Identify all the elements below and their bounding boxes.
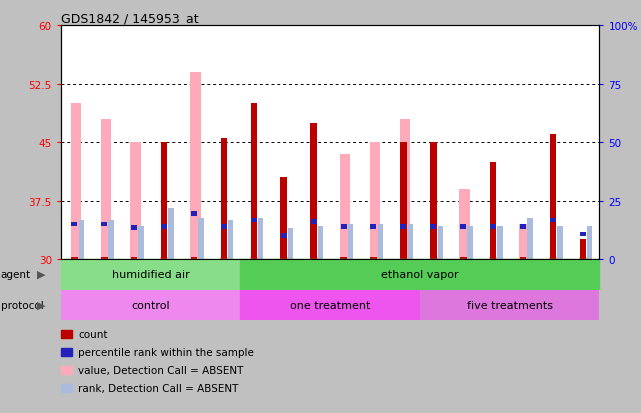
Bar — [258, 219, 263, 259]
Bar — [370, 258, 377, 259]
Bar — [310, 258, 320, 259]
Bar — [318, 227, 323, 259]
Bar — [557, 227, 563, 259]
Bar — [281, 234, 287, 238]
Bar — [240, 290, 420, 320]
Bar — [549, 258, 560, 259]
Text: ▶: ▶ — [37, 269, 46, 279]
Text: value, Detection Call = ABSENT: value, Detection Call = ABSENT — [78, 365, 244, 375]
Bar — [340, 154, 351, 259]
Bar — [587, 227, 592, 259]
Bar — [370, 224, 376, 229]
Bar — [580, 232, 586, 237]
Bar — [460, 189, 470, 259]
Bar — [251, 104, 257, 259]
Bar — [61, 290, 240, 320]
Bar — [198, 219, 204, 259]
Bar — [191, 258, 197, 259]
Bar — [467, 227, 473, 259]
Bar — [520, 224, 526, 229]
Text: one treatment: one treatment — [290, 300, 370, 310]
Bar — [550, 135, 556, 259]
Bar — [161, 143, 167, 259]
Bar — [378, 224, 383, 259]
Bar — [71, 222, 78, 227]
Bar — [161, 224, 167, 229]
Bar — [228, 221, 233, 259]
Bar — [101, 222, 107, 227]
Bar — [460, 258, 467, 259]
Bar — [579, 258, 590, 259]
Text: percentile rank within the sample: percentile rank within the sample — [78, 347, 254, 357]
Text: GDS1842 / 145953_at: GDS1842 / 145953_at — [61, 12, 199, 25]
Bar — [131, 226, 137, 230]
Bar — [400, 143, 406, 259]
Text: five treatments: five treatments — [467, 300, 553, 310]
Text: rank, Detection Call = ABSENT: rank, Detection Call = ABSENT — [78, 383, 238, 393]
Text: count: count — [78, 330, 108, 339]
Bar — [61, 259, 240, 289]
Bar — [101, 258, 108, 259]
Bar — [79, 221, 84, 259]
Bar — [579, 240, 586, 259]
Bar — [131, 258, 137, 259]
Bar — [348, 224, 353, 259]
Bar — [250, 258, 260, 259]
Bar — [310, 123, 317, 259]
Text: protocol: protocol — [1, 300, 44, 310]
Bar — [550, 218, 556, 223]
Bar — [400, 119, 410, 259]
Bar — [401, 224, 406, 229]
Bar — [528, 219, 533, 259]
Bar — [420, 290, 599, 320]
Bar — [370, 143, 380, 259]
Bar — [71, 258, 78, 259]
Bar — [340, 224, 347, 229]
Bar — [430, 143, 437, 259]
Bar — [311, 220, 317, 224]
Bar — [280, 258, 290, 259]
Bar — [169, 209, 174, 259]
Bar — [520, 258, 526, 259]
Text: ethanol vapor: ethanol vapor — [381, 269, 459, 279]
Bar — [101, 119, 111, 259]
Bar — [281, 178, 287, 259]
Bar — [221, 258, 231, 259]
Bar — [138, 227, 144, 259]
Bar — [251, 218, 257, 223]
Text: humidified air: humidified air — [112, 269, 190, 279]
Bar — [131, 143, 141, 259]
Bar — [221, 224, 227, 229]
Bar — [190, 73, 201, 259]
Bar — [108, 221, 114, 259]
Bar — [438, 227, 443, 259]
Bar — [221, 139, 227, 259]
Bar — [160, 258, 171, 259]
Bar — [490, 162, 496, 259]
Bar — [460, 224, 466, 229]
Bar — [340, 258, 347, 259]
Bar — [408, 224, 413, 259]
Bar — [429, 258, 440, 259]
Text: control: control — [131, 300, 170, 310]
Bar — [71, 104, 81, 259]
Bar — [288, 228, 294, 259]
Bar — [497, 227, 503, 259]
Text: agent: agent — [1, 269, 31, 279]
Bar — [490, 224, 496, 229]
Bar — [519, 224, 529, 259]
Bar — [240, 259, 599, 289]
Bar — [191, 212, 197, 216]
Bar — [430, 224, 437, 229]
Bar — [490, 258, 500, 259]
Text: ▶: ▶ — [37, 300, 46, 310]
